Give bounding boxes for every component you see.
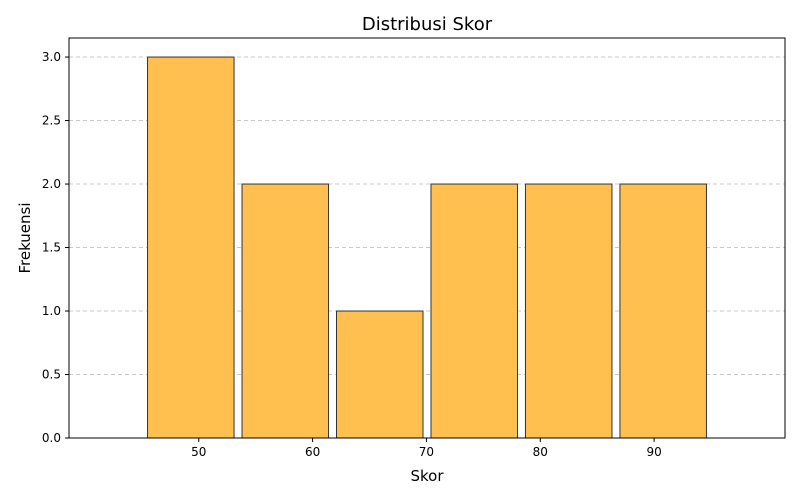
- y-axis-label: Frekuensi: [16, 202, 34, 273]
- histogram-bar: [336, 310, 424, 439]
- histogram-bar: [619, 183, 707, 439]
- histogram-bar: [147, 56, 235, 439]
- y-tick-label: 0.5: [42, 368, 61, 382]
- x-tick-label: 80: [533, 445, 548, 459]
- y-tick-label: 1.0: [42, 304, 61, 318]
- x-tick-label: 50: [191, 445, 206, 459]
- histogram-bar: [524, 183, 613, 439]
- y-tick-label: 1.5: [42, 241, 61, 255]
- x-axis-label: Skor: [410, 467, 444, 485]
- x-tick-label: 60: [305, 445, 320, 459]
- y-tick-label: 3.0: [42, 50, 61, 64]
- x-tick-label: 70: [419, 445, 434, 459]
- y-axis-ticks: 0.0 0.5 1.0 1.5 2.0 2.5 3.0: [42, 50, 69, 445]
- y-tick-label: 2.0: [42, 177, 61, 191]
- plot-frame: [68, 37, 786, 439]
- histogram-bar: [241, 183, 330, 439]
- x-tick-label: 90: [646, 445, 661, 459]
- chart-title: Distribusi Skor: [362, 14, 493, 35]
- y-tick-label: 2.5: [42, 114, 61, 128]
- x-axis-ticks: 50 60 70 80 90: [191, 438, 662, 459]
- y-tick-label: 0.0: [42, 431, 61, 445]
- bars: [147, 56, 707, 439]
- histogram-bar: [430, 183, 518, 439]
